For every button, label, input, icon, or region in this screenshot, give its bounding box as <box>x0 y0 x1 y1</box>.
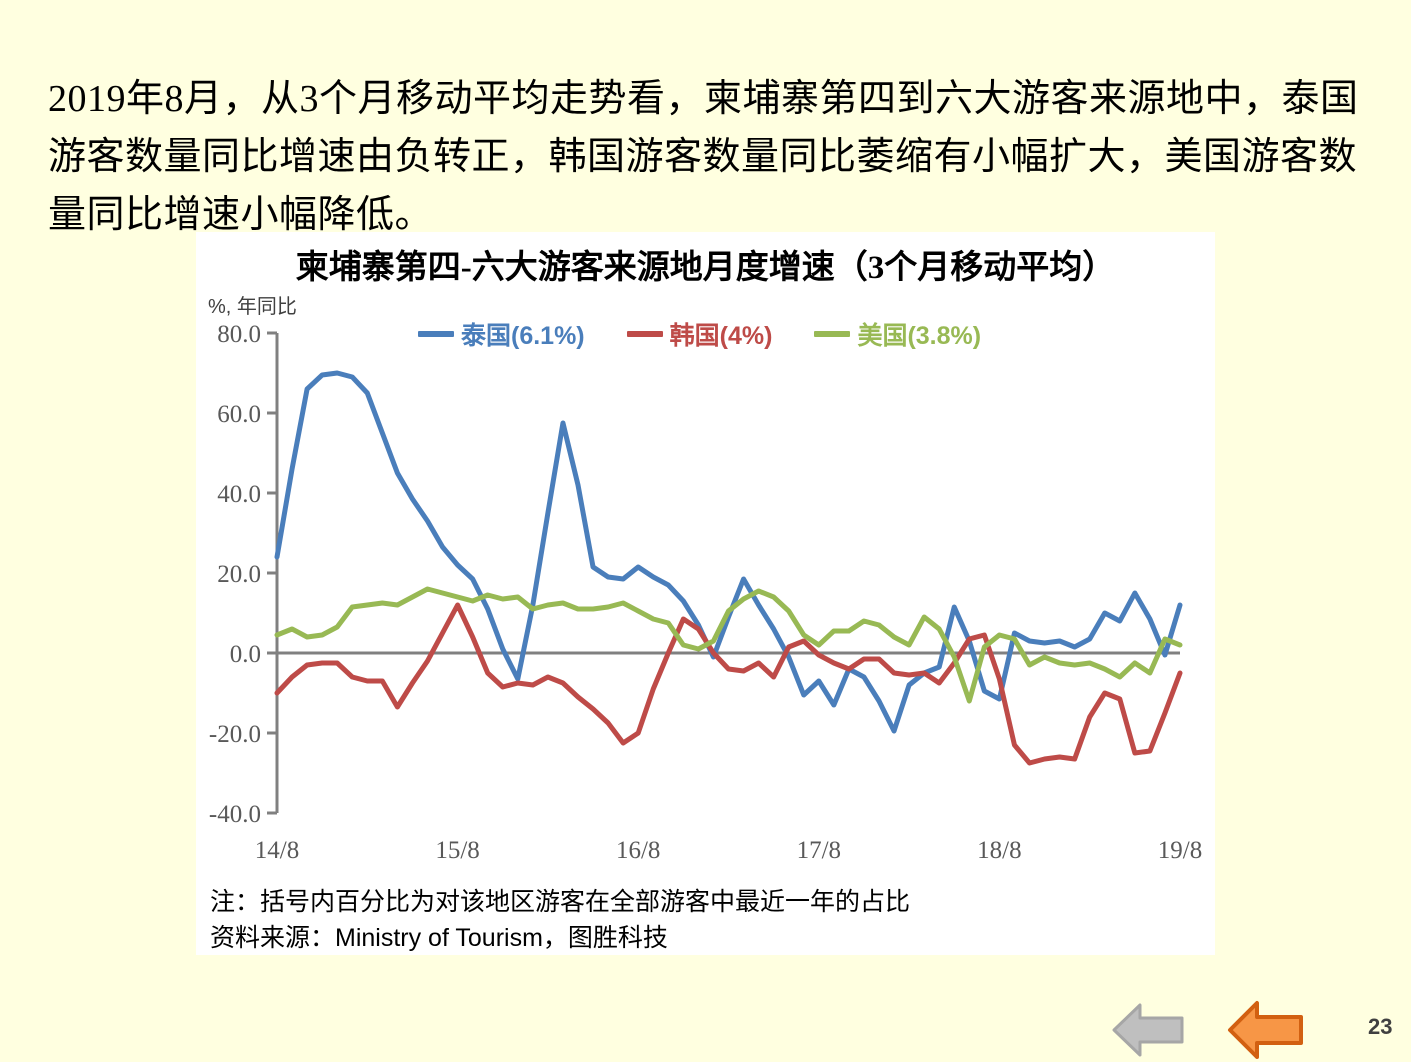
svg-text:16/8: 16/8 <box>616 837 660 864</box>
back-arrow-icon[interactable] <box>1110 999 1188 1061</box>
chart-legend: 泰国(6.1%) 韩国(4%) 美国(3.8%) <box>418 316 981 352</box>
navigation-arrows <box>1110 998 1308 1062</box>
chart-footnotes: 注：括号内百分比为对该地区游客在全部游客中最近一年的占比 资料来源：Minist… <box>210 884 910 956</box>
y-axis-unit-label: %, 年同比 <box>208 296 297 318</box>
y-axis-ticks: 80.0 60.0 40.0 20.0 0.0 -20.0 -40.0 <box>209 321 277 828</box>
legend-item-thailand[interactable]: 泰国(6.1%) <box>418 316 585 352</box>
svg-text:19/8: 19/8 <box>1158 837 1202 864</box>
svg-text:0.0: 0.0 <box>230 641 261 668</box>
svg-text:60.0: 60.0 <box>217 401 261 428</box>
svg-text:14/8: 14/8 <box>255 837 299 864</box>
series-lines <box>274 370 1183 766</box>
legend-label-korea: 韩国(4%) <box>669 322 773 350</box>
legend-swatch-thailand <box>418 331 454 337</box>
svg-text:17/8: 17/8 <box>797 837 841 864</box>
chart-plot-area: 80.0 60.0 40.0 20.0 0.0 -20.0 -40.0 14/8 15/8 16… <box>209 321 1202 864</box>
chart-panel: 柬埔寨第四-六大游客来源地月度增速（3个月移动平均） %, 年同比 泰国(6.1… <box>196 232 1215 955</box>
axis-lines <box>275 333 1180 813</box>
svg-text:-40.0: -40.0 <box>209 801 261 828</box>
previous-arrow-icon[interactable] <box>1226 998 1308 1062</box>
svg-text:18/8: 18/8 <box>977 837 1021 864</box>
svg-text:20.0: 20.0 <box>217 561 261 588</box>
x-axis-ticks: 14/8 15/8 16/8 17/8 18/8 19/8 <box>255 811 1202 864</box>
chart-title: 柬埔寨第四-六大游客来源地月度增速（3个月移动平均） <box>295 250 1116 286</box>
headline-paragraph: 2019年8月，从3个月移动平均走势看，柬埔寨第四到六大游客来源地中，泰国游客数… <box>48 78 1359 236</box>
footnote-note: 注：括号内百分比为对该地区游客在全部游客中最近一年的占比 <box>210 888 911 916</box>
legend-item-usa[interactable]: 美国(3.8%) <box>814 316 981 352</box>
legend-item-korea[interactable]: 韩国(4%) <box>626 316 773 352</box>
svg-text:-20.0: -20.0 <box>209 721 261 748</box>
footnote-source: 资料来源：Ministry of Tourism，图胜科技 <box>210 924 668 952</box>
page-number: 23 <box>1368 1014 1393 1039</box>
svg-text:40.0: 40.0 <box>217 481 261 508</box>
legend-swatch-korea <box>626 331 663 337</box>
legend-label-thailand: 泰国(6.1%) <box>461 322 585 350</box>
series-line-美国 <box>274 586 1183 704</box>
legend-label-usa: 美国(3.8%) <box>857 322 982 350</box>
svg-text:15/8: 15/8 <box>435 837 479 864</box>
series-line-泰国 <box>274 370 1183 734</box>
legend-swatch-usa <box>814 331 851 337</box>
series-line-韩国 <box>274 602 1183 766</box>
svg-text:80.0: 80.0 <box>217 321 261 348</box>
